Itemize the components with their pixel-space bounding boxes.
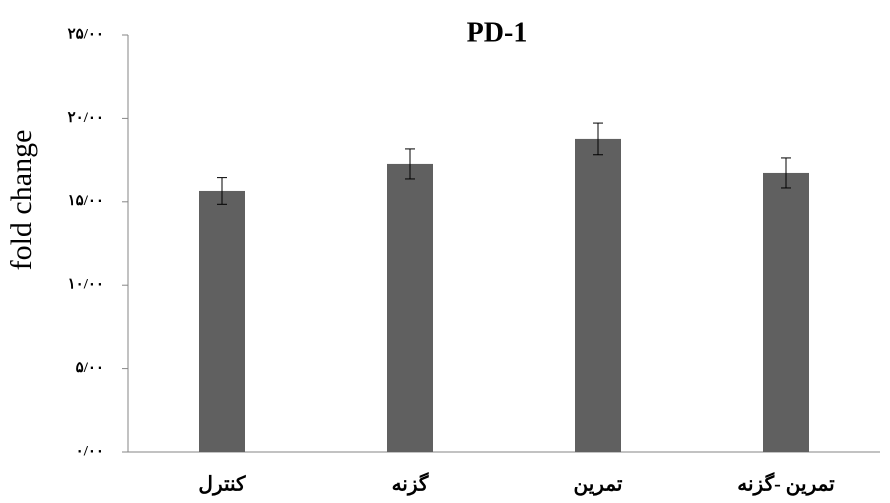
chart-title: PD-1	[467, 17, 528, 48]
x-tick-label: گزنه	[392, 472, 429, 497]
y-axis-label: fold change	[5, 130, 38, 271]
y-tick-label: ۲۰/۰۰	[68, 110, 104, 126]
bar	[763, 172, 809, 452]
y-tick-label: ۱۵/۰۰	[68, 193, 104, 209]
x-tick-label: تمرین -گزنه	[737, 472, 835, 497]
y-tick-label: ۵/۰۰	[76, 360, 104, 376]
x-tick-label: کنترل	[198, 474, 246, 497]
y-tick-label: ۱۰/۰۰	[68, 277, 104, 293]
bar	[387, 163, 433, 452]
bar	[199, 190, 245, 452]
bar	[575, 138, 621, 453]
x-tick-label: تمرین	[574, 474, 623, 497]
y-tick-label: ۰/۰۰	[76, 443, 104, 459]
y-tick-label: ۲۵/۰۰	[68, 26, 104, 42]
